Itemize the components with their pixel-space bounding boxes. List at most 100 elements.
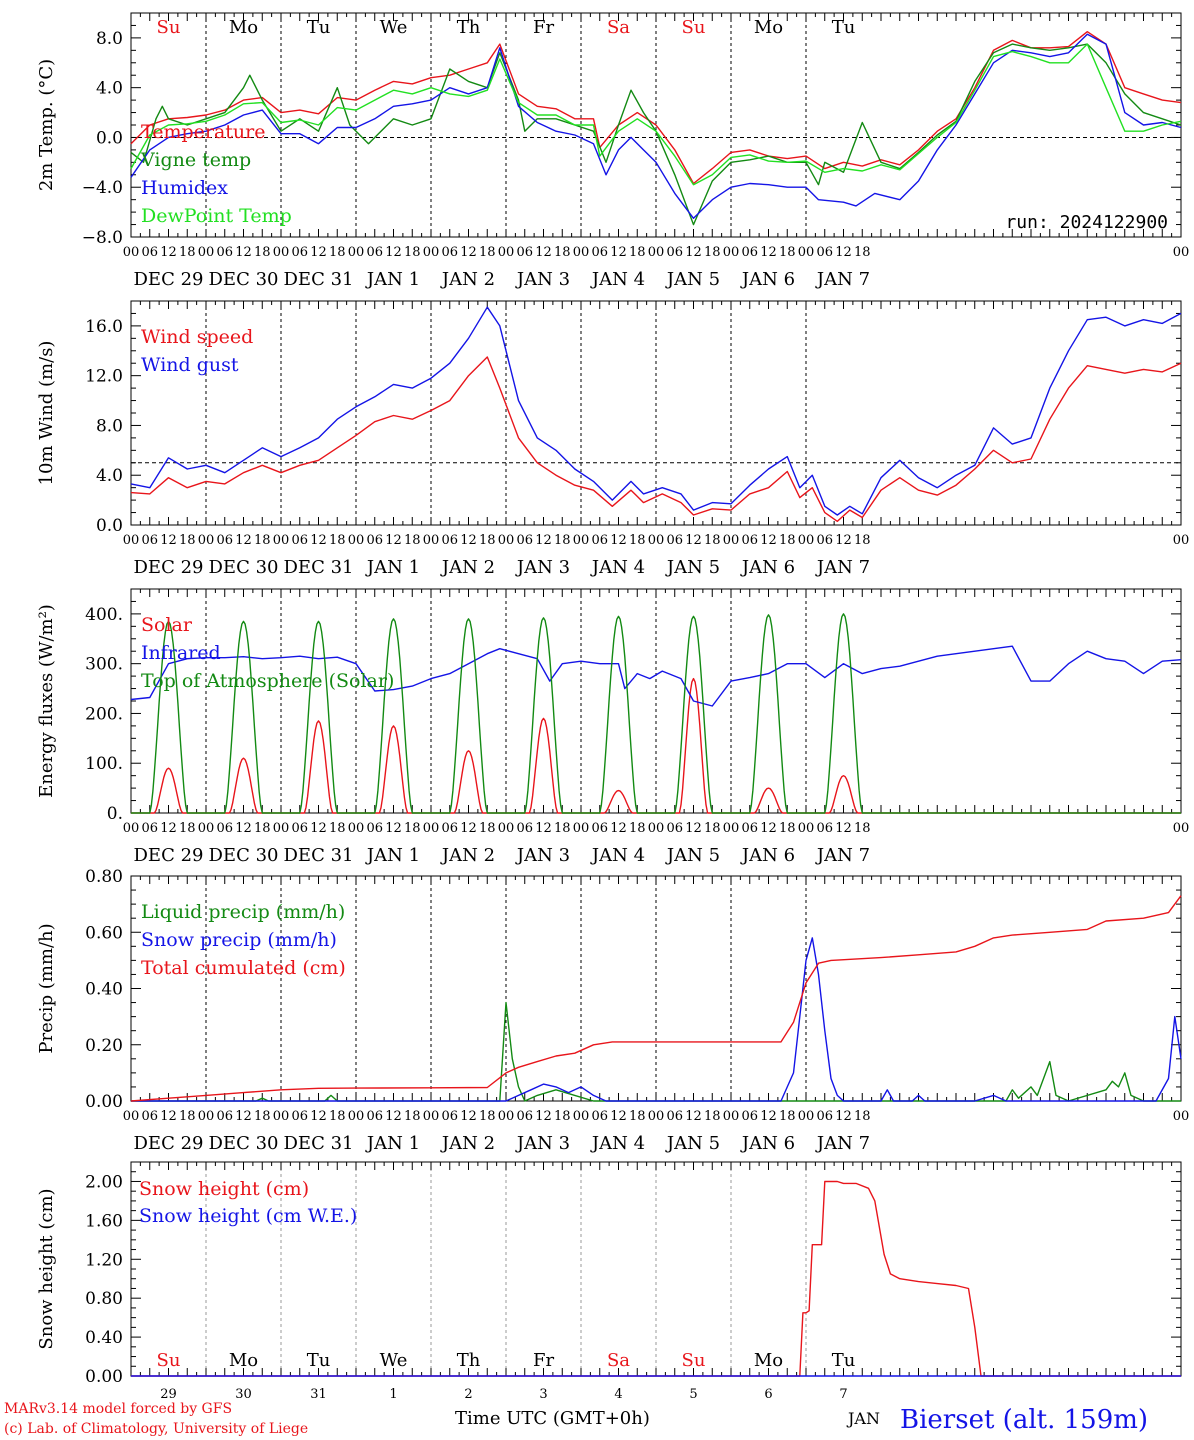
hour-label: 00 <box>1173 1109 1190 1124</box>
y-tick-label: −8.0 <box>82 228 123 248</box>
day-number: 2 <box>464 1387 472 1402</box>
day-number: 7 <box>839 1387 847 1402</box>
hour-label: 18 <box>179 1109 196 1124</box>
date-label: DEC 31 <box>284 1133 354 1154</box>
legend-entry: Total cumulated (cm) <box>141 957 346 979</box>
date-label: JAN 4 <box>590 845 645 866</box>
hour-label: 06 <box>666 1109 683 1124</box>
hour-label: 00 <box>798 821 815 836</box>
hour-label: 18 <box>404 1109 421 1124</box>
hour-label: 18 <box>854 1109 871 1124</box>
hour-label: 12 <box>835 821 852 836</box>
date-label: JAN 6 <box>740 845 795 866</box>
day-name: Fr <box>533 1350 554 1371</box>
hour-label: 06 <box>516 245 533 260</box>
y-axis-title: 10m Wind (m/s) <box>36 341 57 486</box>
hour-label: 06 <box>441 1109 458 1124</box>
hour-label: 12 <box>160 533 177 548</box>
legend-entry: Liquid precip (mm/h) <box>141 901 345 923</box>
y-tick-label: 8.0 <box>96 416 123 436</box>
date-label: DEC 31 <box>284 269 354 290</box>
date-label: JAN 5 <box>665 845 720 866</box>
y-tick-label: 1.20 <box>85 1250 123 1270</box>
hour-label: 18 <box>329 533 346 548</box>
date-label: JAN 5 <box>665 1133 720 1154</box>
date-label: DEC 29 <box>134 269 204 290</box>
hour-label: 18 <box>704 245 721 260</box>
hour-label: 12 <box>535 821 552 836</box>
day-name: Mo <box>229 1350 258 1371</box>
hour-label: 00 <box>423 1109 440 1124</box>
hour-label: 00 <box>423 821 440 836</box>
legend-entry: Solar <box>141 614 193 636</box>
hour-label: 18 <box>254 245 271 260</box>
hour-label: 18 <box>779 1109 796 1124</box>
hour-label: 00 <box>723 245 740 260</box>
hour-label: 18 <box>854 245 871 260</box>
hour-label: 00 <box>273 245 290 260</box>
hour-label: 06 <box>741 1109 758 1124</box>
hour-label: 18 <box>554 245 571 260</box>
hour-label: 06 <box>816 821 833 836</box>
series-line-1-3 <box>130 33 1182 219</box>
hour-label: 00 <box>1173 245 1190 260</box>
hour-label: 18 <box>554 821 571 836</box>
y-tick-label: 0.40 <box>85 980 123 1000</box>
y-tick-label: 400. <box>85 605 123 625</box>
hour-label: 06 <box>366 821 383 836</box>
legend-entry: Humidex <box>141 177 228 199</box>
day-name: Mo <box>754 17 783 38</box>
legend-entry: Snow height (cm) <box>139 1178 309 1200</box>
hour-label: 12 <box>685 533 702 548</box>
date-label: JAN 1 <box>365 557 420 578</box>
hour-label: 06 <box>666 533 683 548</box>
hour-label: 18 <box>554 533 571 548</box>
panel-1: −8.0−4.00.04.08.02m Temp. (°C)00 06 12 18DE… <box>36 12 1190 290</box>
day-number: 31 <box>310 1387 327 1402</box>
day-number: 6 <box>764 1387 772 1402</box>
hour-label: 00 <box>198 821 215 836</box>
hour-label: 00 <box>648 1109 665 1124</box>
day-name: Su <box>157 1350 181 1371</box>
hour-label: 00 <box>423 245 440 260</box>
y-tick-label: 0.00 <box>85 1367 123 1387</box>
date-label: JAN 2 <box>440 1133 495 1154</box>
hour-label: 18 <box>629 821 646 836</box>
hour-label: 00 <box>348 1109 365 1124</box>
hour-label: 06 <box>816 245 833 260</box>
date-label: JAN 3 <box>515 557 570 578</box>
legend-entry: Wind speed <box>141 326 253 348</box>
hour-label: 06 <box>666 821 683 836</box>
hour-label: 12 <box>460 533 477 548</box>
series-line-2-1 <box>130 356 1182 522</box>
date-label: JAN 2 <box>440 557 495 578</box>
hour-label: 18 <box>179 245 196 260</box>
hour-label: 18 <box>254 1109 271 1124</box>
hour-label: 18 <box>404 533 421 548</box>
hour-label: 06 <box>591 533 608 548</box>
hour-label: 12 <box>310 821 327 836</box>
hour-label: 06 <box>216 533 233 548</box>
hour-label: 06 <box>441 533 458 548</box>
hour-label: 00 <box>573 533 590 548</box>
hour-label: 12 <box>160 1109 177 1124</box>
day-name: Su <box>157 17 181 38</box>
y-tick-label: 0.0 <box>96 516 123 536</box>
hour-label: 00 <box>198 245 215 260</box>
legend-entry: Snow precip (mm/h) <box>141 929 337 951</box>
hour-label: 12 <box>535 533 552 548</box>
y-tick-label: 0.0 <box>96 128 123 148</box>
date-label: JAN 3 <box>515 269 570 290</box>
hour-label: 18 <box>554 1109 571 1124</box>
run-annotation: run: 2024122900 <box>1005 212 1168 233</box>
date-label: JAN 4 <box>590 1133 645 1154</box>
date-label: DEC 29 <box>134 845 204 866</box>
hour-label: 06 <box>141 821 158 836</box>
legend-entry: Vigne temp <box>140 149 251 171</box>
hour-label: 06 <box>741 821 758 836</box>
hour-label: 06 <box>366 245 383 260</box>
hour-label: 12 <box>685 1109 702 1124</box>
series-line-4-2 <box>131 937 1182 1102</box>
